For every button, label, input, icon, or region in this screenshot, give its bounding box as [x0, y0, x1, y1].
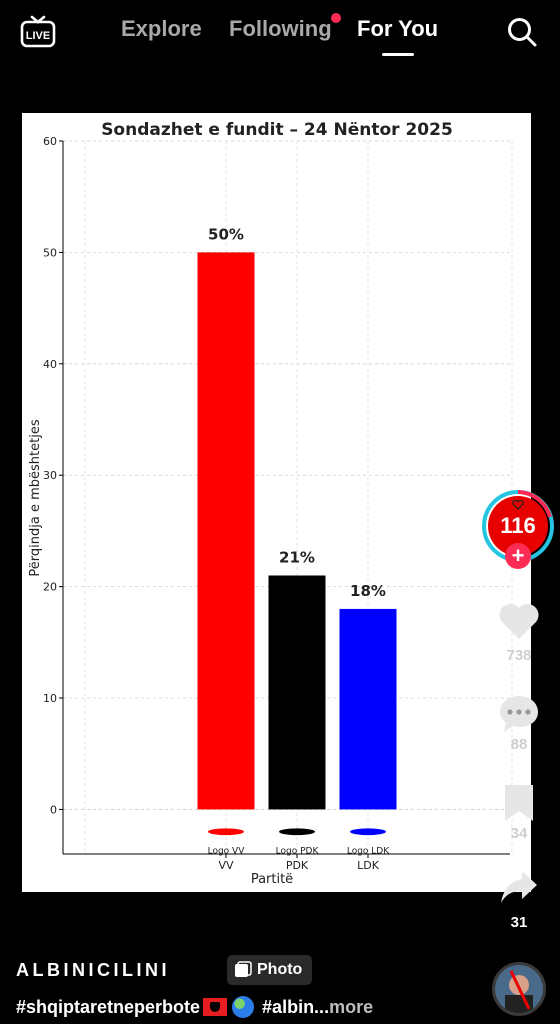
poll-bar-chart: 0 10 20 30 40 50 60 50% Logo VV VV 21% Logo PDK PDK… [28, 120, 513, 887]
y-axis-label: Përqindja e mbështetjes [28, 419, 43, 576]
y-tick-label: 0 [50, 803, 57, 816]
music-disc-avatar[interactable] [492, 962, 546, 1016]
caption-hashtag-truncated[interactable]: #albin... [262, 996, 330, 1017]
albania-flag-icon [203, 998, 228, 1016]
y-tick-label: 30 [43, 469, 57, 482]
party-logo-pdk [279, 828, 315, 836]
bar-value-label: 50% [208, 225, 244, 243]
active-tab-indicator [382, 53, 414, 56]
post-photo[interactable]: 0 10 20 30 40 50 60 50% Logo VV VV 21% Logo PDK PDK… [22, 113, 531, 892]
follow-button[interactable]: + [505, 543, 531, 569]
comment-count: 88 [510, 736, 528, 753]
party-logo-ldk [350, 828, 386, 836]
caption-more-link[interactable]: more [329, 996, 374, 1017]
bar-vv [197, 252, 255, 810]
y-tick-label: 40 [43, 358, 57, 371]
x-axis-label: Partitë [251, 872, 293, 887]
caption-hashtag[interactable]: #shqiptaretneperbote [16, 996, 201, 1017]
logo-label: Logo VV [208, 847, 246, 857]
like-count: 738 [506, 647, 532, 664]
music-avatar-icon [495, 965, 543, 1013]
post-caption[interactable]: #shqiptaretneperbote #albin... more [16, 996, 373, 1018]
comment-icon[interactable] [497, 693, 541, 735]
following-notification-dot [331, 13, 341, 23]
x-tick-label: PDK [286, 859, 309, 872]
heart-icon [512, 500, 524, 510]
logo-label: Logo PDK [276, 847, 320, 857]
chart-axes [62, 141, 510, 855]
search-icon[interactable] [506, 16, 538, 48]
photo-icon [235, 961, 252, 977]
bar-pdk [268, 575, 326, 810]
party-logo-vv [208, 828, 244, 836]
photo-badge: Photo [227, 955, 312, 985]
x-tick-label: LDK [357, 859, 380, 872]
globe-icon [232, 996, 255, 1018]
share-icon[interactable] [498, 866, 540, 908]
tab-explore[interactable]: Explore [121, 16, 202, 41]
logo-label: Logo LDK [347, 847, 390, 857]
y-tick-label: 50 [43, 246, 57, 259]
chart-bars [197, 252, 397, 810]
y-tick-label: 60 [43, 135, 57, 148]
save-count: 34 [510, 825, 528, 842]
tab-for-you[interactable]: For You [357, 16, 439, 41]
y-tick-label: 20 [43, 581, 57, 594]
share-count: 31 [510, 914, 528, 931]
y-tick-label: 10 [43, 692, 57, 705]
x-tick-label: VV [218, 859, 234, 872]
tab-following[interactable]: Following [229, 16, 332, 41]
live-label: LIVE [26, 30, 50, 42]
chart-title: Sondazhet e fundit – 24 Nëntor 2025 [101, 120, 453, 140]
live-icon[interactable]: LIVE [20, 14, 56, 48]
top-nav: LIVE Explore Following For You [0, 0, 560, 64]
chart-labels: 50% Logo VV VV 21% Logo PDK PDK 18% Logo LDK LDK [208, 225, 391, 872]
creator-username[interactable]: ALBINICILINI [16, 960, 170, 980]
bookmark-icon[interactable] [501, 782, 537, 824]
bar-ldk [339, 608, 397, 810]
like-icon[interactable] [497, 600, 541, 642]
bar-value-label: 21% [279, 548, 315, 566]
photo-badge-label: Photo [257, 961, 303, 978]
y-axis-ticks: 0 10 20 30 40 50 60 [43, 135, 63, 816]
bar-value-label: 18% [350, 582, 386, 600]
